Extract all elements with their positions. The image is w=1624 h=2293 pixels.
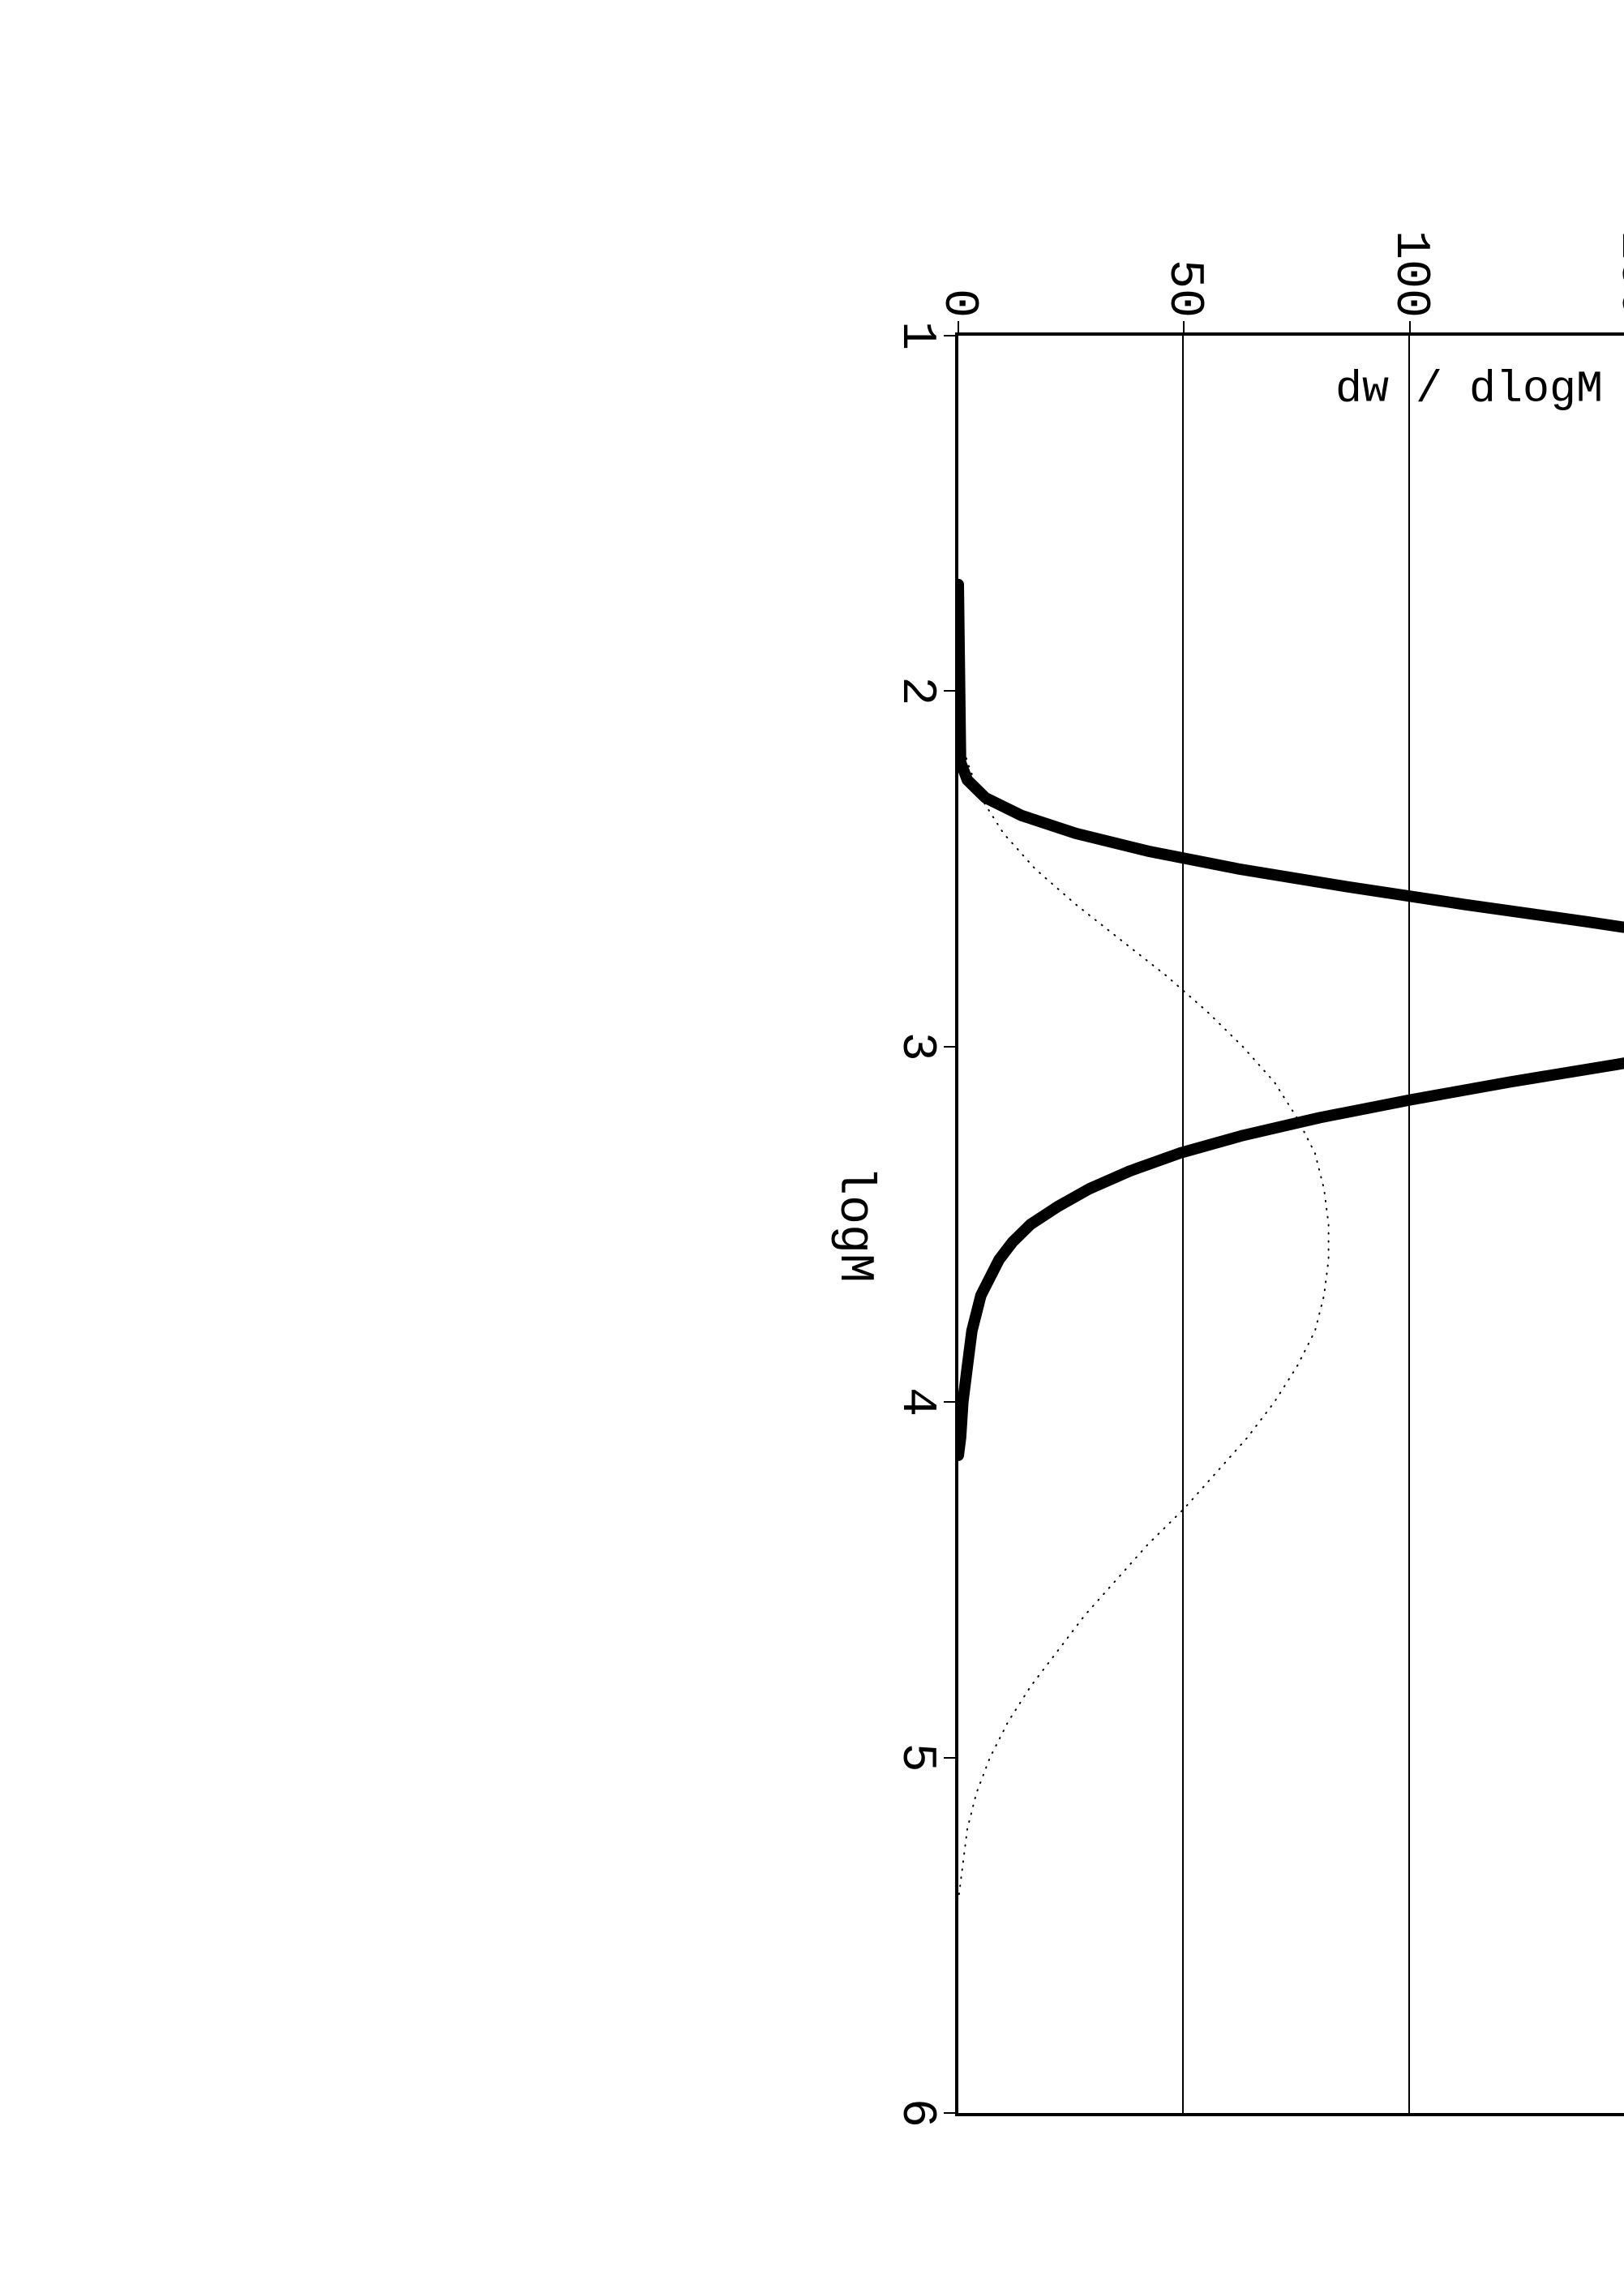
axis-label-x: logM (826, 1166, 881, 1283)
tick-x (944, 1401, 958, 1403)
tick-y (1409, 321, 1411, 336)
gridline-horizontal (1408, 336, 1410, 2113)
tick-label-x: 3 (889, 1032, 944, 1061)
tick-x (944, 1757, 958, 1759)
tick-x (944, 1046, 958, 1048)
tick-label-x: 6 (889, 2098, 944, 2128)
tick-label-x: 1 (889, 321, 944, 350)
tick-label-y: 50 (1156, 259, 1211, 318)
page-rotated-container: FIG.2 PE130Wax-A 123456050100150200250lo… (0, 0, 1624, 1624)
series-PE130 (958, 726, 1329, 1900)
tick-x (944, 2112, 958, 2114)
tick-label-y: 100 (1382, 230, 1438, 318)
tick-label-y: 0 (931, 289, 986, 318)
axis-label-y: dw / dlogM (%) (1335, 364, 1624, 415)
tick-label-y: 150 (1608, 230, 1624, 318)
tick-label-x: 2 (889, 676, 944, 705)
tick-y (958, 321, 959, 336)
tick-label-x: 5 (889, 1743, 944, 1772)
tick-x (944, 690, 958, 692)
tick-y (1183, 321, 1185, 336)
chart-curves (958, 336, 1624, 2113)
tick-label-x: 4 (889, 1387, 944, 1417)
landscape-canvas: FIG.2 PE130Wax-A 123456050100150200250lo… (669, 0, 1624, 2293)
tick-x (944, 335, 958, 336)
chart-container: PE130Wax-A 123456050100150200250logMdw /… (833, 195, 1624, 2181)
plot-area: PE130Wax-A 123456050100150200250logMdw /… (955, 332, 1624, 2116)
series-Wax-A (958, 585, 1624, 1455)
gridline-horizontal (1182, 336, 1184, 2113)
